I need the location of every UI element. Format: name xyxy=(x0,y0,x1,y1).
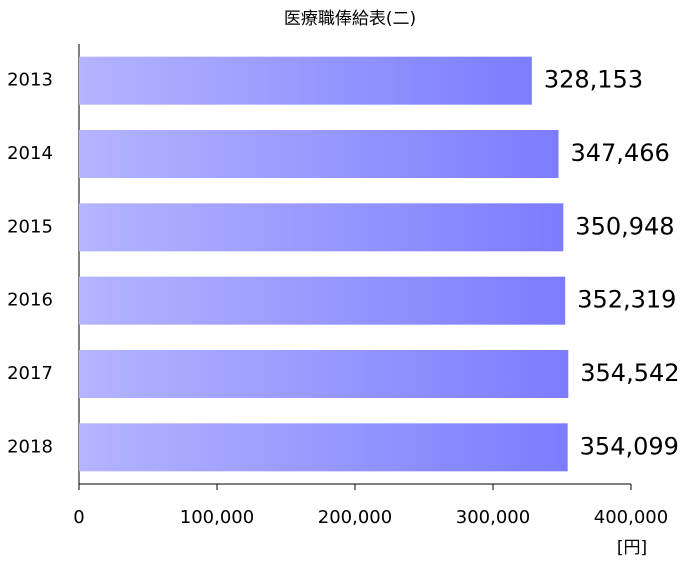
bar xyxy=(79,130,559,178)
x-tick-label: 400,000 xyxy=(594,507,668,528)
value-label: 354,099 xyxy=(580,432,679,460)
x-tick-label: 300,000 xyxy=(456,507,530,528)
y-tick-label: 2018 xyxy=(7,436,53,457)
y-tick-label: 2016 xyxy=(7,290,53,311)
bar xyxy=(79,276,566,325)
chart-title: 医療職俸給表(二) xyxy=(284,9,416,29)
value-label: 354,542 xyxy=(580,359,679,387)
value-label: 350,948 xyxy=(575,212,674,240)
x-tick-label: 100,000 xyxy=(180,507,254,528)
y-tick-label: 2015 xyxy=(7,216,53,237)
bar xyxy=(79,350,569,398)
value-label: 328,153 xyxy=(544,66,643,94)
y-tick-label: 2013 xyxy=(7,70,53,91)
x-axis-label: [円] xyxy=(617,538,647,558)
y-tick-label: 2017 xyxy=(7,363,53,384)
y-tick-label: 2014 xyxy=(7,143,53,164)
value-label: 347,466 xyxy=(571,139,670,167)
bar xyxy=(79,56,532,105)
value-label: 352,319 xyxy=(577,286,676,314)
bar xyxy=(79,203,564,252)
x-tick-label: 0 xyxy=(73,507,84,528)
bar xyxy=(79,423,568,472)
x-tick-label: 200,000 xyxy=(318,507,392,528)
